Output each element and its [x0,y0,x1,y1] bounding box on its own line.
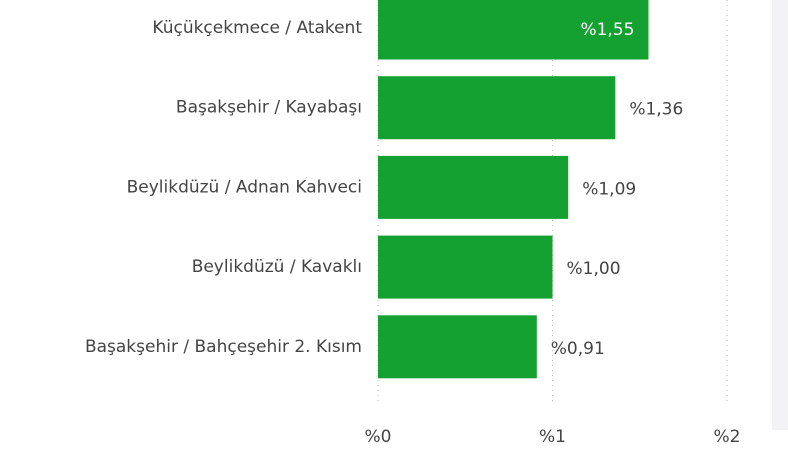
bar [378,76,616,140]
value-label: %0,91 [551,339,605,359]
x-tick-label: %0 [365,427,392,447]
y-tick-label: Küçükçekmece / Atakent [152,18,362,38]
x-tick-label: %2 [714,427,741,447]
bar [378,155,569,219]
value-label: %1,55 [580,20,634,40]
side-panel [772,0,788,430]
y-tick-label: Başakşehir / Kayabaşı [176,98,362,118]
y-tick-label: Beylikdüzü / Kavaklı [192,257,362,277]
bar [378,235,553,299]
bar [378,315,537,379]
value-label: %1,09 [582,179,636,199]
value-label: %1,00 [567,259,621,279]
bar [378,0,649,60]
x-tick-label: %1 [539,427,566,447]
y-tick-label: Beylikdüzü / Adnan Kahveci [127,177,362,197]
value-label: %1,36 [629,100,683,120]
y-tick-label: Başakşehir / Bahçeşehir 2. Kısım [85,337,362,357]
